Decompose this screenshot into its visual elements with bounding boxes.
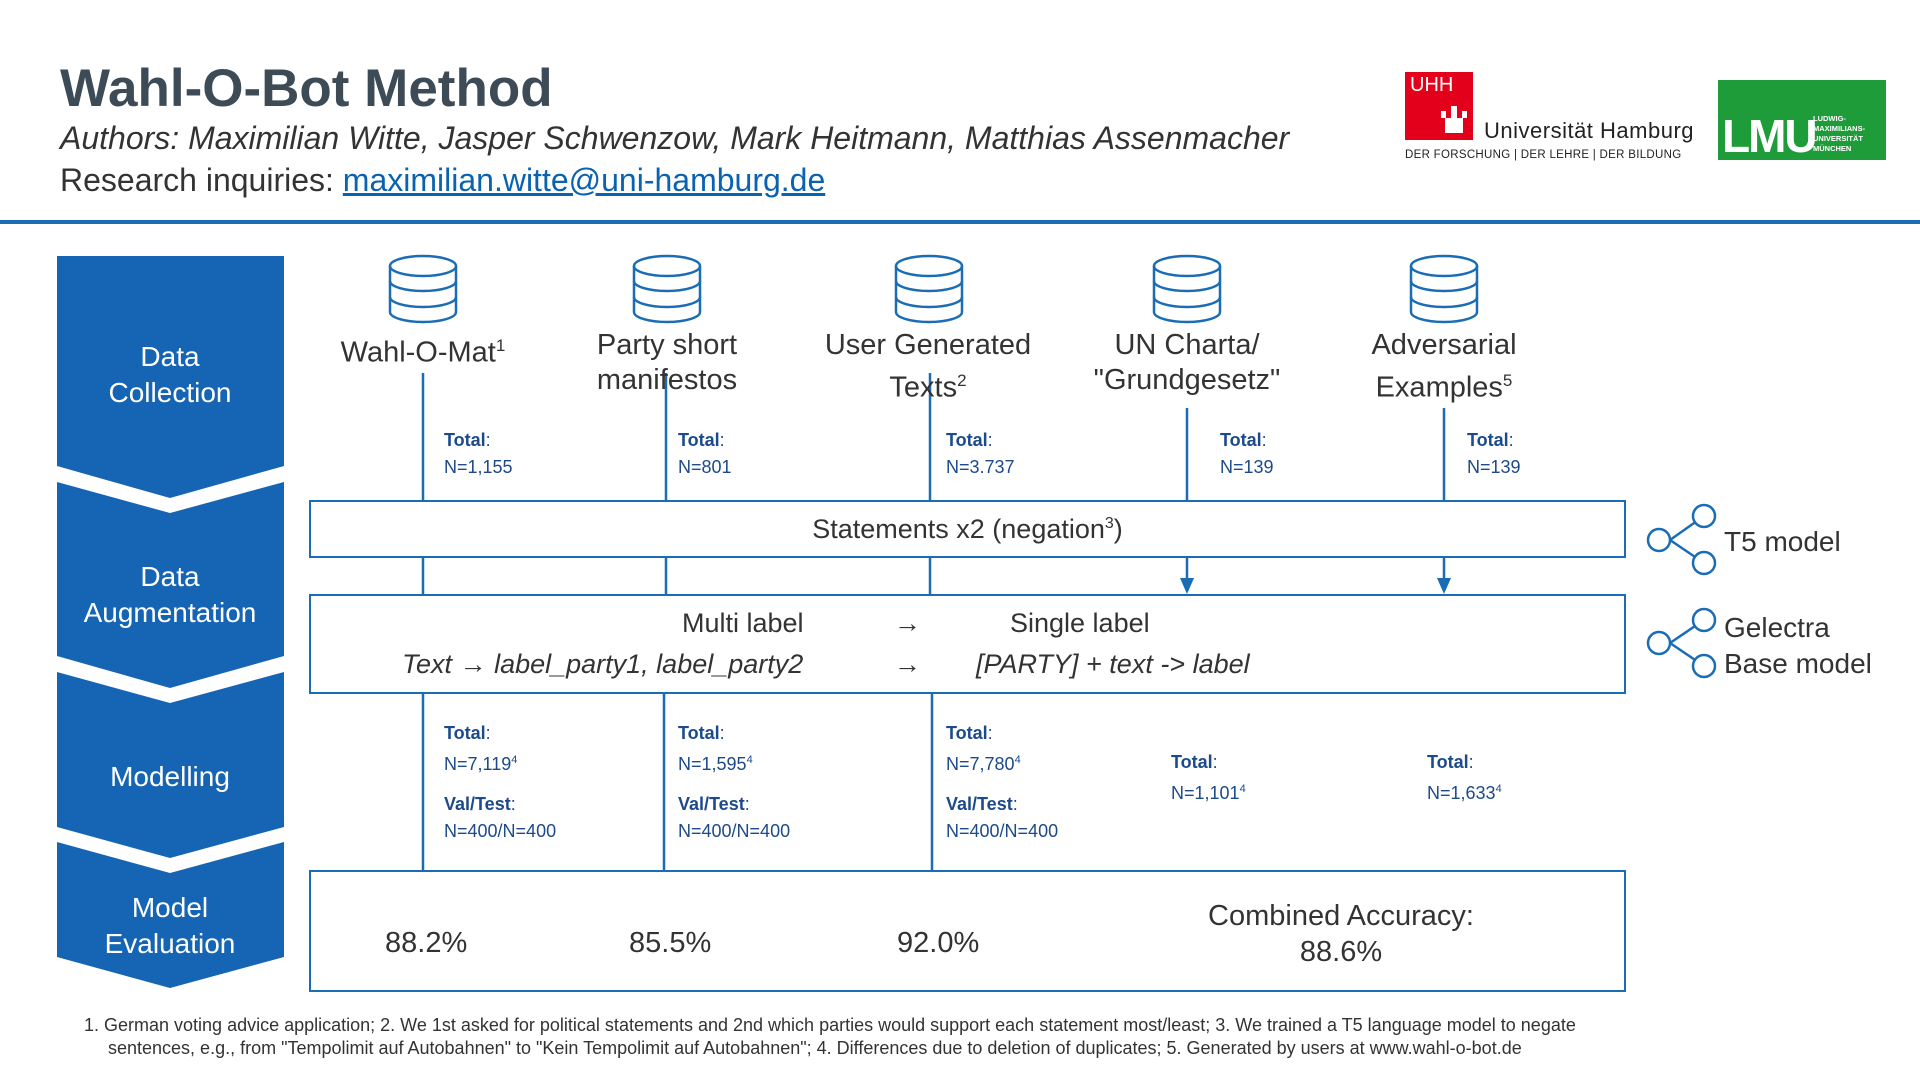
statements-text: Statements x2 (negation3)	[812, 514, 1123, 544]
lmu-logo-name: LUDWIG- MAXIMILIANS- UNIVERSITÄT MÜNCHEN	[1813, 114, 1865, 154]
stage-label-collection: Data Collection	[108, 341, 232, 408]
database-icon	[1152, 254, 1222, 324]
count-un-charta: Total: N=139	[1220, 430, 1274, 477]
arrow-right-icon: →	[894, 649, 921, 679]
database-icon	[894, 254, 964, 324]
lmu-name-line: LUDWIG-	[1813, 114, 1846, 123]
share-nodes-icon	[1646, 503, 1717, 576]
modelling-count-5: Total: N=1,6334	[1427, 752, 1502, 803]
flow-lines	[421, 373, 1446, 890]
modelling-count-4: Total: N=1,1014	[1171, 752, 1246, 803]
modelling-count-3: Total: N=7,7804 Val/Test: N=400/N=400	[946, 723, 1059, 841]
database-icon	[388, 254, 458, 324]
footnote: 1. German voting advice application; 2. …	[84, 1014, 1576, 1060]
source-adversarial: Adversarial Examples5	[1371, 329, 1517, 404]
uhh-building-icon	[1441, 106, 1467, 133]
source-user-texts: User Generated Texts2	[824, 329, 1032, 404]
combined-accuracy: Combined Accuracy: 88.6%	[1208, 900, 1474, 968]
single-label-formula: [PARTY] + text -> label	[976, 649, 1250, 679]
stage-chevron-collection	[57, 256, 284, 498]
inquiries-label: Research inquiries:	[60, 162, 343, 198]
header-divider	[0, 220, 1920, 224]
accuracy-party-manifestos: 85.5%	[629, 927, 712, 959]
accuracy-wahl-o-mat: 88.2%	[385, 927, 468, 959]
accuracy-user-texts: 92.0%	[897, 927, 980, 959]
multi-label-heading: Multi label	[682, 608, 804, 638]
t5-model-label: T5 model	[1724, 526, 1841, 557]
authors-line: Authors: Maximilian Witte, Jasper Schwen…	[60, 120, 1290, 156]
uhh-logo-name: Universität Hamburg	[1484, 118, 1695, 143]
database-icon	[632, 254, 702, 324]
stage-label-modelling: Modelling	[110, 761, 230, 792]
share-nodes-icon	[1646, 607, 1717, 679]
lmu-name-line: MAXIMILIANS-	[1813, 124, 1866, 133]
count-adversarial: Total: N=139	[1467, 430, 1521, 477]
source-un-charta: UN Charta/"Grundgesetz"	[1093, 329, 1281, 396]
footnote-line: sentences, e.g., from "Tempolimit auf Au…	[108, 1038, 1522, 1058]
inquiries-line: Research inquiries: maximilian.witte@uni…	[60, 162, 825, 199]
stage-chevron-modelling	[57, 672, 284, 858]
stage-chevron-augmentation	[57, 482, 284, 688]
label-conversion-box: Multi label → Single label Text → label_…	[309, 594, 1626, 694]
lmu-logo	[1718, 80, 1886, 160]
database-icon	[1409, 254, 1479, 324]
count-wahl-o-mat: Total: N=1,155	[444, 430, 513, 477]
uhh-logo-tagline: DER FORSCHUNG | DER LEHRE | DER BILDUNG	[1405, 149, 1682, 161]
source-party-manifestos: Party short manifestos	[596, 329, 738, 396]
modelling-count-1: Total: N=7,1194 Val/Test: N=400/N=400	[444, 723, 557, 841]
page-title: Wahl-O-Bot Method	[60, 59, 553, 118]
stage-chevron-evaluation	[57, 842, 284, 988]
stage-label-augmentation: Data Augmentation	[83, 561, 257, 628]
stage-label-evaluation: Model Evaluation	[104, 892, 236, 959]
evaluation-box: 88.2% 85.5% 92.0% Combined Accuracy: 88.6…	[309, 870, 1626, 992]
inquiries-email-link[interactable]: maximilian.witte@uni-hamburg.de	[342, 162, 826, 198]
footnote-line: 1. German voting advice application; 2. …	[84, 1015, 1576, 1035]
statements-box: Statements x2 (negation3)	[309, 500, 1626, 558]
lmu-name-line: UNIVERSITÄT	[1813, 134, 1864, 143]
source-wahl-o-mat: Wahl-O-Mat1	[340, 336, 506, 369]
lmu-logo-mark: LMU	[1722, 110, 1818, 162]
lmu-name-line: MÜNCHEN	[1813, 144, 1852, 153]
multi-label-formula: Text → label_party1, label_party2	[402, 649, 804, 679]
count-party-manifestos: Total: N=801	[678, 430, 732, 477]
single-label-heading: Single label	[1010, 608, 1150, 638]
arrow-right-icon: →	[894, 608, 921, 638]
uhh-logo-mark: UHH	[1410, 74, 1454, 96]
modelling-count-2: Total: N=1,5954 Val/Test: N=400/N=400	[678, 723, 791, 841]
count-user-texts: Total: N=3.737	[946, 430, 1015, 477]
gelectra-model-label: Gelectra Base model	[1724, 612, 1872, 679]
